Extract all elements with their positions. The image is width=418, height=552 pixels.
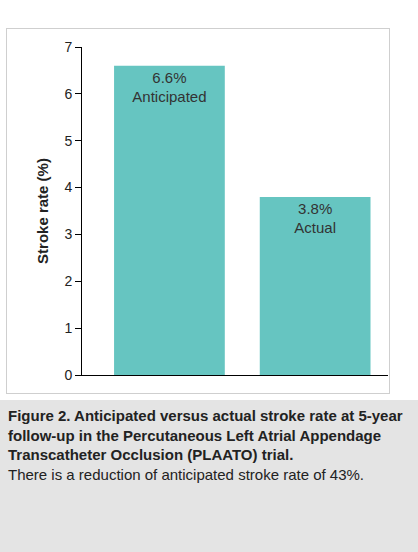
svg-text:6: 6	[64, 86, 72, 102]
svg-text:0: 0	[64, 367, 72, 383]
svg-text:7: 7	[64, 39, 72, 55]
svg-text:Stroke rate (%): Stroke rate (%)	[34, 158, 51, 264]
svg-text:6.6%Anticipated: 6.6%Anticipated	[132, 69, 206, 106]
html-text:Figure 2. Anticipated versus a: Figure 2. Anticipated versus actual stro…	[8, 407, 403, 463]
svg-text:5: 5	[64, 133, 72, 149]
svg-text:3: 3	[64, 226, 72, 242]
svg-text:2: 2	[64, 273, 72, 289]
svg-text:4: 4	[64, 179, 72, 195]
svg-text:1: 1	[64, 320, 72, 336]
html-text:There is a reduction of antici: There is a reduction of anticipated stro…	[8, 465, 364, 483]
svg-text:3.8%Actual: 3.8%Actual	[294, 200, 336, 237]
